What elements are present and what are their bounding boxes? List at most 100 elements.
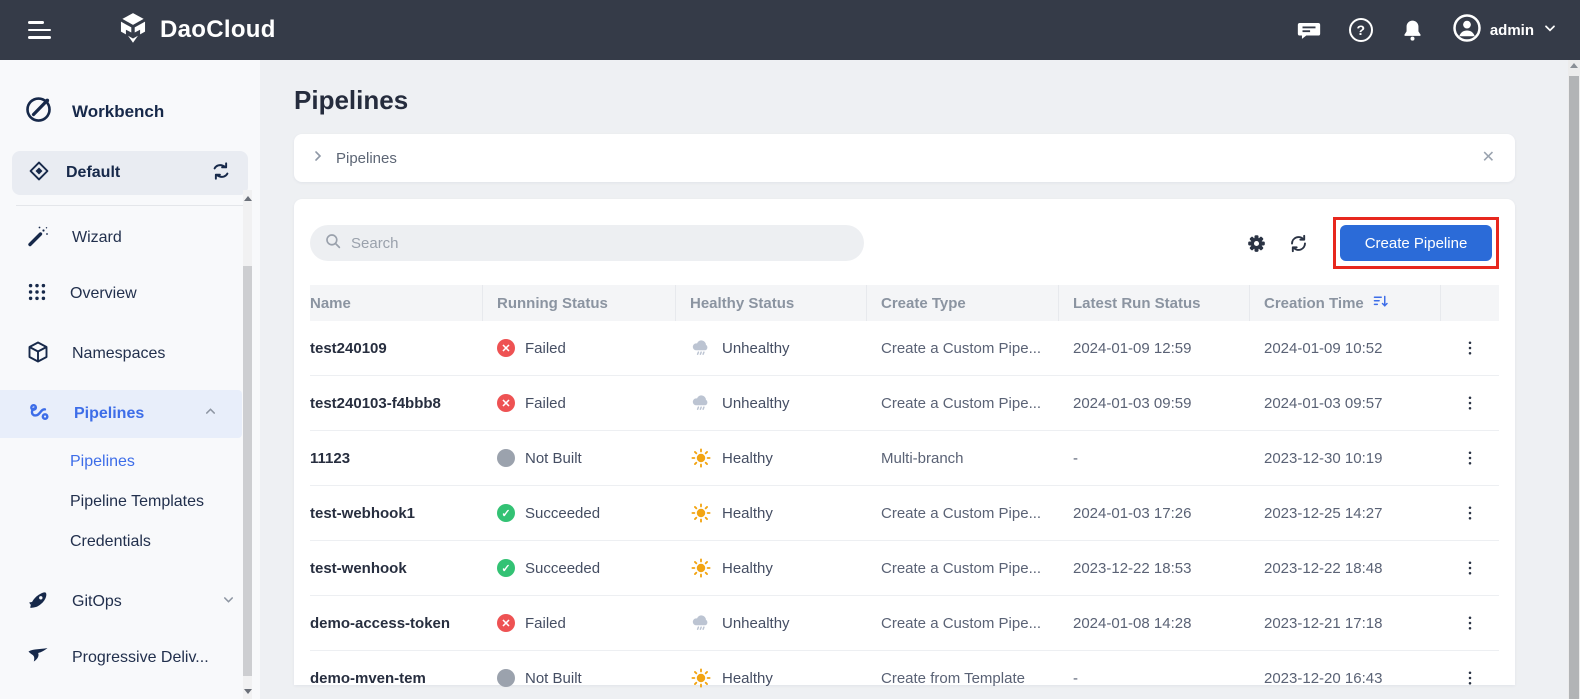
table-row[interactable]: test240109 ✕ Failed Unhealthy Create a Custo… <box>310 321 1499 376</box>
sidebar-item-project-management[interactable]: Project M... <box>0 690 260 699</box>
pipeline-name[interactable]: test-wenhook <box>310 559 407 577</box>
sidebar-item-label: Overview <box>70 285 137 302</box>
failed-circle-icon: ✕ <box>497 394 515 412</box>
sidebar-workbench[interactable]: Workbench <box>0 80 260 143</box>
sidebar-item-label: Namespaces <box>72 345 166 362</box>
table-row[interactable]: test240103-f4bbb8 ✕ Failed Unhealthy Create … <box>310 376 1499 431</box>
sort-descending-icon[interactable] <box>1372 293 1389 314</box>
success-check-icon: ✓ <box>497 559 515 577</box>
table-row[interactable]: demo-access-token ✕ Failed Unhealthy Create … <box>310 596 1499 651</box>
pipeline-name[interactable]: test240103-f4bbb8 <box>310 394 441 412</box>
refresh-icon[interactable] <box>1287 232 1309 254</box>
sidebar-scrollbar-thumb[interactable] <box>243 266 252 676</box>
column-header[interactable]: Name <box>310 285 483 321</box>
workbench-label: Workbench <box>72 101 165 121</box>
create-type: Create a Custom Pipe... <box>881 394 1042 412</box>
bell-icon[interactable] <box>1400 17 1426 43</box>
sidebar-subitem-credentials[interactable]: Credentials <box>70 533 151 550</box>
healthy-status: Unhealthy <box>676 612 867 634</box>
table-row[interactable]: test-wenhook ✓ Succeeded Healthy Create a Cu… <box>310 541 1499 596</box>
pipeline-name[interactable]: test240109 <box>310 339 387 357</box>
chevron-down-icon <box>221 592 236 612</box>
create-pipeline-button[interactable]: Create Pipeline <box>1340 225 1492 261</box>
wand-icon <box>26 224 50 253</box>
gear-icon[interactable] <box>1245 232 1267 254</box>
sidebar-item-gitops[interactable]: GitOps <box>0 578 260 626</box>
pipeline-name[interactable]: test-webhook1 <box>310 504 416 522</box>
pipeline-name[interactable]: 11123 <box>310 449 351 467</box>
kebab-menu-icon[interactable] <box>1461 504 1479 522</box>
sun-icon <box>690 557 712 579</box>
running-status-label: Not Built <box>525 669 582 687</box>
healthy-status: Healthy <box>676 557 867 579</box>
kebab-menu-icon[interactable] <box>1461 669 1479 687</box>
table-body: test240109 ✕ Failed Unhealthy Create a Custo… <box>310 321 1499 699</box>
chevron-up-icon <box>203 404 218 424</box>
kebab-menu-icon[interactable] <box>1461 394 1479 412</box>
topbar: DaoCloud ? admin <box>0 0 1580 60</box>
chevron-down-icon <box>1542 20 1558 41</box>
sun-icon <box>690 447 712 469</box>
column-header[interactable]: Creation Time <box>1250 285 1441 321</box>
pipeline-name[interactable]: demo-access-token <box>310 614 451 632</box>
workspace-selector[interactable]: Default <box>12 151 248 195</box>
sidebar-scrollbar[interactable] <box>243 190 252 699</box>
chevron-right-icon[interactable] <box>310 148 326 169</box>
latest-run-status: 2024-01-03 09:59 <box>1073 394 1192 412</box>
brand[interactable]: DaoCloud <box>116 11 276 50</box>
healthy-status-label: Unhealthy <box>722 614 790 632</box>
column-header[interactable]: Latest Run Status <box>1059 285 1250 321</box>
sidebar-item-namespaces[interactable]: Namespaces <box>0 330 260 378</box>
healthy-status-label: Healthy <box>722 504 773 522</box>
column-header[interactable]: Running Status <box>483 285 676 321</box>
running-status: ✓ Succeeded <box>483 559 676 577</box>
running-status-label: Not Built <box>525 449 582 467</box>
close-icon[interactable]: ✕ <box>1481 149 1495 166</box>
sidebar-divider <box>16 205 244 206</box>
scroll-down-icon[interactable] <box>243 685 252 697</box>
sidebar-item-wizard[interactable]: Wizard <box>0 214 260 262</box>
brand-name: DaoCloud <box>160 16 276 43</box>
healthy-status-label: Healthy <box>722 559 773 577</box>
cube-icon <box>26 340 50 369</box>
kebab-menu-icon[interactable] <box>1461 614 1479 632</box>
sun-icon <box>690 667 712 689</box>
latest-run-status: 2024-01-09 12:59 <box>1073 339 1192 357</box>
search-input[interactable] <box>351 234 850 252</box>
table-row[interactable]: 11123 Not Built Healthy Multi-branch - 2023-1… <box>310 431 1499 486</box>
pipeline-name[interactable]: demo-mven-tem <box>310 669 426 687</box>
daocloud-logo-icon <box>116 11 150 50</box>
table-row[interactable]: test-webhook1 ✓ Succeeded Healthy Create a C… <box>310 486 1499 541</box>
sidebar-item-pipelines[interactable]: Pipelines <box>0 390 242 438</box>
user-menu[interactable]: admin <box>1452 13 1558 48</box>
create-type: Multi-branch <box>881 449 964 467</box>
sidebar-subitem-pipeline-templates[interactable]: Pipeline Templates <box>70 493 205 510</box>
page-scrollbar[interactable] <box>1568 60 1580 699</box>
column-header[interactable] <box>1441 285 1499 321</box>
latest-run-status: 2023-12-22 18:53 <box>1073 559 1192 577</box>
sidebar-item-progressive-delivery[interactable]: Progressive Deliv... <box>0 634 260 682</box>
breadcrumb-label: Pipelines <box>336 149 397 167</box>
scroll-up-icon[interactable] <box>243 192 252 204</box>
search-box[interactable] <box>310 225 864 261</box>
page-scrollbar-thumb[interactable] <box>1569 76 1579 699</box>
menu-icon[interactable] <box>28 21 54 39</box>
help-icon[interactable]: ? <box>1348 17 1374 43</box>
sidebar-item-overview[interactable]: Overview <box>0 270 260 318</box>
scroll-up-icon[interactable] <box>1568 63 1580 68</box>
kebab-menu-icon[interactable] <box>1461 339 1479 357</box>
column-header[interactable]: Create Type <box>867 285 1059 321</box>
running-status-label: Failed <box>525 339 566 357</box>
create-type: Create a Custom Pipe... <box>881 559 1042 577</box>
toolbar: Create Pipeline <box>310 217 1499 269</box>
sidebar-subitem-pipelines[interactable]: Pipelines <box>70 453 135 470</box>
table-row[interactable]: demo-mven-tem Not Built Healthy Create from… <box>310 651 1499 699</box>
sidebar-item-label: Progressive Deliv... <box>72 649 209 666</box>
latest-run-status: 2024-01-08 14:28 <box>1073 614 1192 632</box>
kebab-menu-icon[interactable] <box>1461 559 1479 577</box>
swap-icon[interactable] <box>210 160 232 187</box>
column-header[interactable]: Healthy Status <box>676 285 867 321</box>
kebab-menu-icon[interactable] <box>1461 449 1479 467</box>
chat-icon[interactable] <box>1296 17 1322 43</box>
